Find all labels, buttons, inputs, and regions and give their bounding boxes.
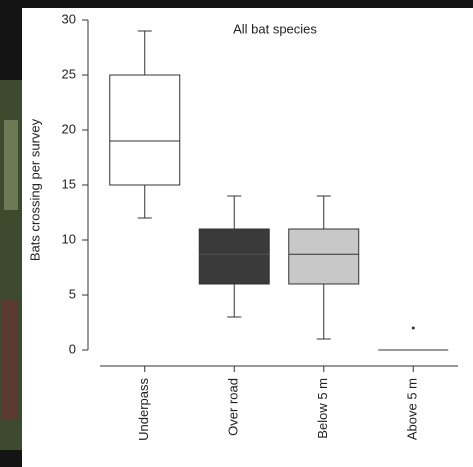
y-tick-label: 30 — [62, 11, 76, 26]
y-tick-label: 15 — [62, 176, 76, 191]
chart: All bat species Bats crossing per survey… — [0, 0, 473, 467]
y-tick-label: 20 — [62, 121, 76, 136]
y-tick-label: 10 — [62, 231, 76, 246]
outlier — [412, 327, 415, 330]
x-tick-label: Above 5 m — [405, 378, 420, 440]
box — [110, 75, 180, 185]
y-tick-label: 25 — [62, 66, 76, 81]
chart-title: All bat species — [233, 21, 317, 36]
x-tick-label: Underpass — [136, 378, 151, 441]
y-tick-label: 5 — [69, 286, 76, 301]
photo-detail — [4, 120, 18, 210]
box — [289, 229, 359, 284]
photo-detail — [2, 300, 18, 420]
x-tick-label: Below 5 m — [315, 378, 330, 439]
x-tick-label: Over road — [226, 378, 241, 436]
y-axis-label: Bats crossing per survey — [27, 118, 42, 261]
box — [199, 229, 269, 284]
y-tick-label: 0 — [69, 341, 76, 356]
page: {"chart_data": {"type": "box", "title": … — [0, 0, 473, 467]
